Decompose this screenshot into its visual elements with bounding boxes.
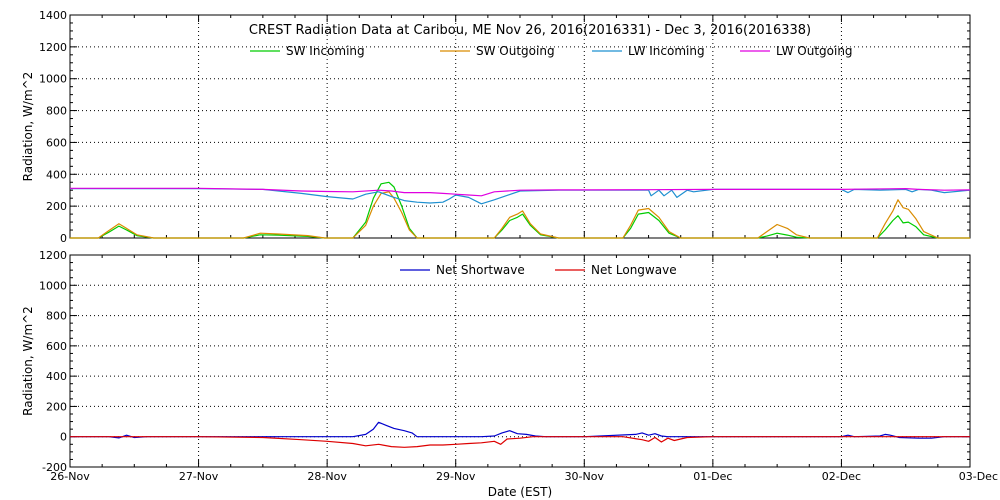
- x-tick-label: 02-Dec: [822, 470, 861, 483]
- y-tick-label: 200: [46, 400, 67, 413]
- x-tick-label: 01-Dec: [693, 470, 732, 483]
- y-tick-label: 400: [46, 370, 67, 383]
- x-tick-label: 26-Nov: [50, 470, 90, 483]
- x-tick-label: 03-Dec: [959, 470, 998, 483]
- x-axis-title: Date (EST): [488, 485, 552, 499]
- y-tick-label: 0: [60, 232, 67, 245]
- y-tick-label: 600: [46, 340, 67, 353]
- legend-label: Net Shortwave: [436, 263, 525, 277]
- chart-title: CREST Radiation Data at Caribou, ME Nov …: [249, 23, 811, 38]
- y-tick-label: 1200: [39, 249, 67, 262]
- x-tick-label: 30-Nov: [565, 470, 605, 483]
- plot-frame: [69, 14, 971, 239]
- panel-1: 0 200 400 600 800 1000 1200 1400 Radiation, W/m^…: [21, 9, 971, 245]
- y-axis-title: Radiation, W/m^2: [21, 306, 35, 416]
- y-tick-label: 400: [46, 168, 67, 181]
- x-tick-label: 28-Nov: [307, 470, 347, 483]
- series-line-net-longwave: [70, 436, 970, 448]
- plot-frame: [69, 254, 971, 468]
- y-tick-label: 800: [46, 105, 67, 118]
- series-line-lw-outgoing: [70, 187, 971, 197]
- y-tick-label: 0: [60, 431, 67, 444]
- y-tick-label: 1000: [39, 279, 67, 292]
- series-line-net-shortwave: [70, 421, 970, 439]
- y-tick-label: 1200: [39, 41, 67, 54]
- series-line-lw-incoming: [70, 188, 971, 205]
- legend-label: SW Outgoing: [476, 44, 555, 58]
- y-tick-label: 800: [46, 310, 67, 323]
- x-tick-label: 27-Nov: [179, 470, 219, 483]
- y-tick-label: -200: [42, 461, 67, 474]
- y-tick-label: 1400: [39, 9, 67, 22]
- legend-label: Net Longwave: [591, 263, 677, 277]
- legend-label: LW Incoming: [628, 44, 705, 58]
- legend-label: SW Incoming: [286, 44, 365, 58]
- panel-2: -200 0 200 400 600 800 1000 1200 Radiation, W/m^…: [21, 249, 998, 499]
- x-tick-label: 29-Nov: [436, 470, 476, 483]
- legend-label: LW Outgoing: [776, 44, 853, 58]
- y-tick-label: 600: [46, 136, 67, 149]
- y-axis-title: Radiation, W/m^2: [21, 72, 35, 182]
- y-tick-label: 1000: [39, 73, 67, 86]
- y-tick-label: 200: [46, 200, 67, 213]
- series-line-sw-outgoing: [70, 191, 970, 239]
